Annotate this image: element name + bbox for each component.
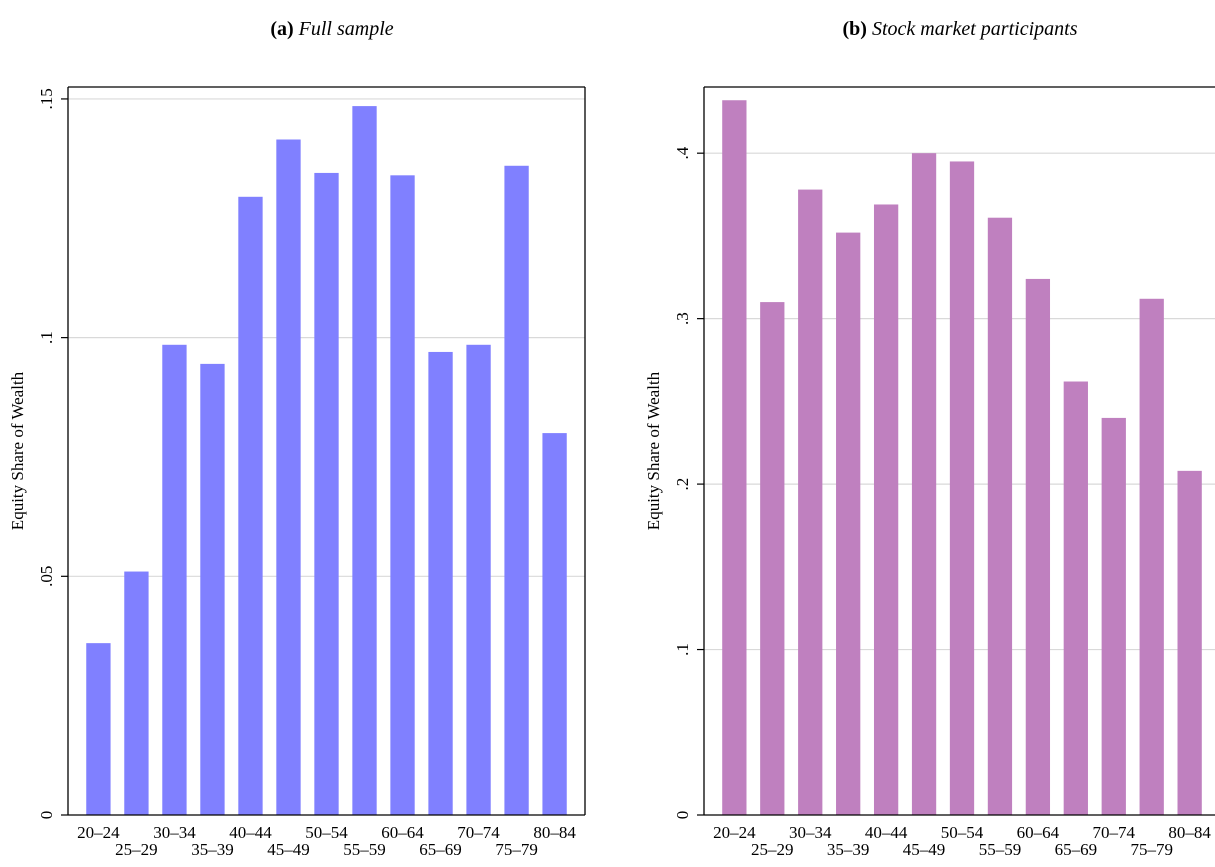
panel-stock-market-participants: (b) Stock market participants 0 .1 .2 .3 .4 2… — [600, 0, 1215, 867]
x-tick-label: 40–44 — [865, 823, 908, 842]
y-tick-label: .1 — [37, 331, 56, 344]
x-tick-label: 55–59 — [979, 840, 1022, 859]
y-tick-label: 0 — [673, 811, 692, 820]
bar — [390, 175, 415, 815]
panel-b-title: (b) Stock market participants — [700, 18, 1215, 41]
x-tick-label: 35–39 — [827, 840, 870, 859]
y-tick-label: .1 — [673, 643, 692, 656]
bar — [314, 172, 339, 816]
bar — [1177, 470, 1202, 815]
bar — [542, 433, 567, 815]
x-tick-label: 45–49 — [267, 840, 310, 859]
x-tick-label: 70–74 — [1093, 823, 1136, 842]
x-tick-label: 35–39 — [191, 840, 234, 859]
bar — [276, 139, 301, 815]
x-tick-label: 75–79 — [495, 840, 538, 859]
y-axis-title: Equity Share of Wealth — [644, 371, 663, 530]
bar — [504, 165, 529, 815]
x-tick-label: 30–34 — [153, 823, 196, 842]
bar — [162, 344, 187, 815]
bar — [352, 106, 377, 815]
panel-a-title-text: Full sample — [298, 18, 394, 40]
panel-full-sample: (a) Full sample 0 .05 .1 .15 20–24 25–29 30–34… — [0, 0, 600, 867]
bar — [124, 571, 149, 815]
y-tick-label: .2 — [673, 478, 692, 491]
bar — [1025, 278, 1051, 816]
x-tick-label: 20–24 — [713, 823, 756, 842]
y-tick-label: .4 — [673, 146, 692, 159]
x-tick-label: 60–64 — [381, 823, 424, 842]
x-tick-label: 60–64 — [1017, 823, 1060, 842]
bar — [1101, 417, 1126, 815]
bar — [200, 363, 225, 815]
x-tick-label: 80–84 — [533, 823, 576, 842]
bar — [238, 196, 263, 815]
bar — [428, 351, 453, 815]
chart-stock-market-participants: 0.1.2.3.420–2425–2930–3435–3940–4445–495… — [644, 86, 1215, 859]
bar — [987, 217, 1013, 815]
bar — [86, 643, 111, 815]
panel-a-label: (a) — [270, 18, 294, 40]
x-tick-label: 45–49 — [903, 840, 946, 859]
x-tick-label: 25–29 — [115, 840, 158, 859]
panel-b-title-text: Stock market participants — [871, 18, 1078, 40]
x-tick-label: 80–84 — [1168, 823, 1211, 842]
bar — [873, 204, 899, 816]
x-tick-label: 70–74 — [457, 823, 500, 842]
y-tick-label: .15 — [37, 88, 56, 109]
x-tick-label: 65–69 — [1055, 840, 1098, 859]
bar — [1139, 298, 1164, 815]
y-tick-label: .05 — [37, 566, 56, 587]
x-tick-label: 20–24 — [77, 823, 120, 842]
x-tick-label: 55–59 — [343, 840, 386, 859]
bar — [1063, 381, 1088, 815]
y-tick-label: .3 — [673, 312, 692, 325]
x-tick-label: 40–44 — [229, 823, 272, 842]
x-tick-label: 75–79 — [1130, 840, 1173, 859]
bar — [798, 189, 823, 816]
bar — [760, 302, 785, 815]
chart-full-sample: 0.05.1.1520–2425–2930–3435–3940–4445–495… — [8, 86, 586, 859]
y-tick-label: 0 — [37, 811, 56, 820]
x-tick-label: 50–54 — [941, 823, 984, 842]
bar — [722, 100, 747, 815]
bar — [836, 232, 861, 816]
x-tick-label: 25–29 — [751, 840, 794, 859]
y-axis-title: Equity Share of Wealth — [8, 371, 27, 530]
x-tick-label: 30–34 — [789, 823, 832, 842]
bar — [466, 344, 491, 815]
panel-a-title: (a) Full sample — [72, 18, 592, 41]
bar — [949, 161, 975, 816]
x-tick-label: 65–69 — [419, 840, 462, 859]
panel-b-label: (b) — [842, 18, 867, 40]
x-tick-label: 50–54 — [305, 823, 348, 842]
bar — [911, 153, 937, 815]
